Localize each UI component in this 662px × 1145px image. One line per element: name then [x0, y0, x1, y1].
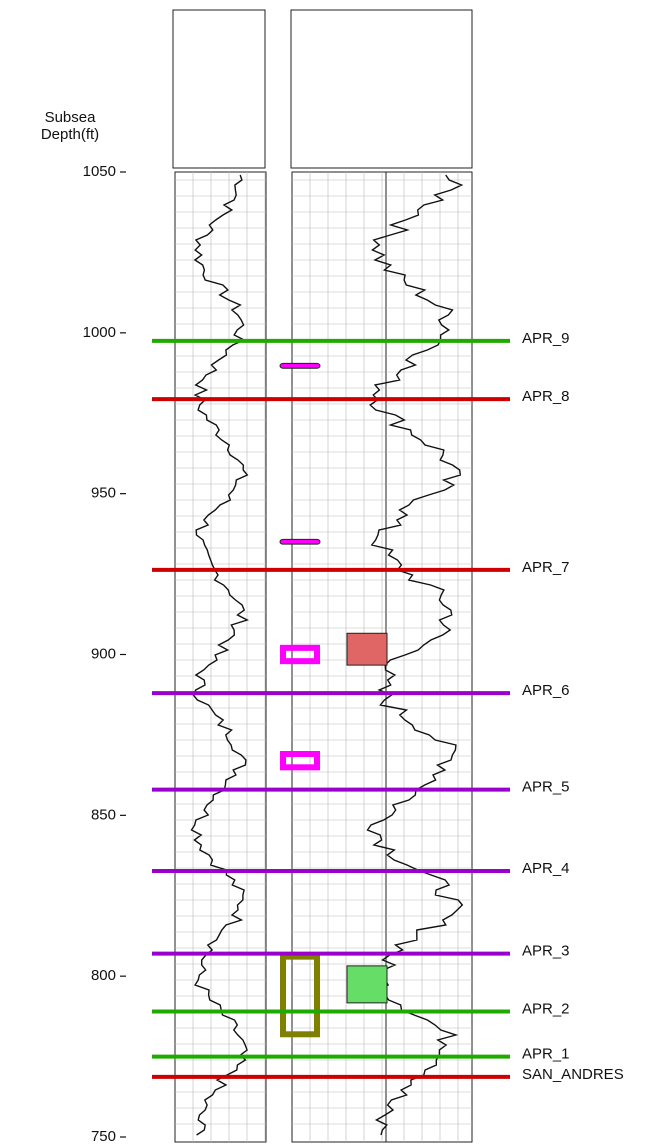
formation-label: APR_5: [522, 779, 570, 796]
y-tick-label: 1050: [83, 163, 116, 180]
formation-label: SAN_ANDRES: [522, 1066, 624, 1083]
formation-label: APR_9: [522, 330, 570, 347]
interval: [280, 644, 320, 665]
interval: [279, 362, 321, 369]
y-tick-label: 900: [91, 645, 116, 662]
y-tick-label: 950: [91, 485, 116, 502]
formation-label: APR_2: [522, 1001, 570, 1018]
interval: [279, 538, 321, 545]
interval: [280, 751, 320, 771]
y-tick-label: 800: [91, 967, 116, 984]
interval: [346, 632, 388, 666]
y-axis-label: Subsea: [45, 109, 97, 126]
interval: [280, 953, 320, 1038]
log-curve: [190, 174, 250, 1136]
track-header: [172, 9, 266, 169]
y-tick-label: 750: [91, 1128, 116, 1145]
tracks: [174, 171, 473, 1143]
formation-label: APR_3: [522, 943, 570, 960]
formation-label: APR_6: [522, 682, 570, 699]
formation-label: APR_4: [522, 860, 570, 877]
log-track: [174, 171, 267, 1143]
y-axis-label: Depth(ft): [41, 126, 99, 143]
y-tick-label: 850: [91, 806, 116, 823]
y-tick-label: 1000: [83, 324, 116, 341]
formation-label: APR_1: [522, 1046, 570, 1063]
interval: [346, 965, 388, 1004]
track-header: [290, 9, 473, 169]
formation-label: APR_7: [522, 559, 570, 576]
formation-label: APR_8: [522, 388, 570, 405]
